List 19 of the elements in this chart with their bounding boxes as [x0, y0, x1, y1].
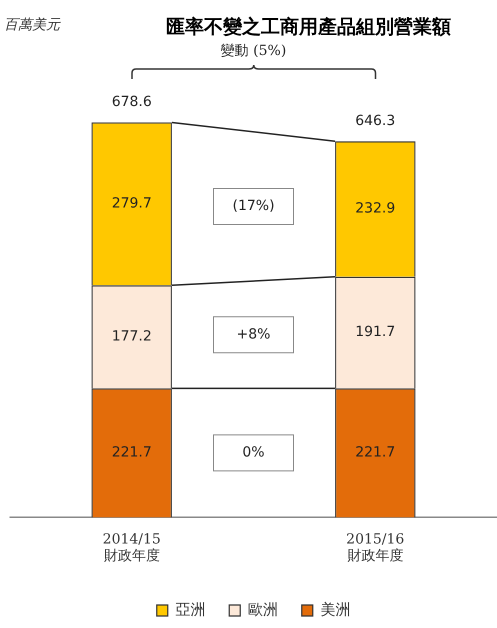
data-label: 232.9: [355, 200, 396, 217]
data-label: 279.7: [112, 195, 152, 212]
data-label: 177.2: [112, 328, 152, 344]
text: 變動 (5%): [220, 43, 286, 60]
data-label: 191.7: [355, 324, 396, 340]
x-tick-label: 2014/15 財政年度: [102, 531, 161, 564]
legend-label: 亞洲: [175, 600, 206, 618]
total-label: 646.3: [355, 112, 396, 129]
annotation: (17%): [232, 198, 275, 214]
legend-label: 美洲: [320, 600, 350, 618]
x-tick-label: 2015/16 財政年度: [346, 531, 404, 564]
chart-title: 匯率不變之工商用產品組別營業額: [165, 15, 452, 40]
data-label: 221.7: [112, 444, 152, 461]
text: 百萬美元: [4, 16, 60, 34]
data-label: 221.7: [355, 444, 396, 461]
annotation: +8%: [236, 326, 270, 342]
total-label: 678.6: [112, 94, 152, 110]
annotation: 0%: [242, 444, 265, 461]
legend-label: 歐洲: [248, 600, 278, 618]
